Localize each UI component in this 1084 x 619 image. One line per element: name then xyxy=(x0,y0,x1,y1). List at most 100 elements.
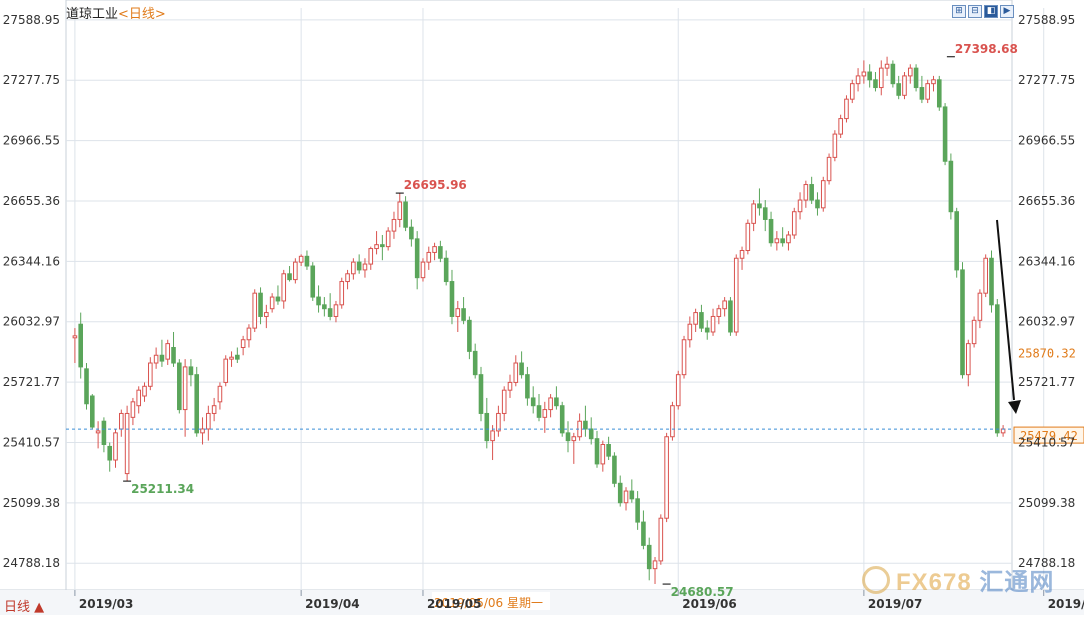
y-tick-label-right: 25410.57 xyxy=(1018,435,1075,449)
candle xyxy=(84,363,89,410)
candle xyxy=(374,231,379,255)
candle-body xyxy=(235,354,240,360)
candle xyxy=(287,266,292,282)
candle xyxy=(171,331,176,367)
candle-body xyxy=(525,374,530,399)
crosshair-price-box xyxy=(1013,426,1084,444)
y-tick-label-right: 25721.77 xyxy=(1018,375,1075,389)
candle xyxy=(774,231,780,251)
candle xyxy=(913,64,919,92)
candle-body xyxy=(414,238,420,279)
candle-body xyxy=(954,211,959,271)
candle xyxy=(101,417,107,453)
candle-body xyxy=(902,75,907,96)
candle xyxy=(148,357,153,391)
candle xyxy=(130,397,136,426)
candle xyxy=(797,192,803,220)
candle-body xyxy=(327,308,333,317)
candle xyxy=(107,442,113,472)
candle xyxy=(397,193,403,228)
candle-body xyxy=(211,405,217,414)
candle-body xyxy=(426,251,432,263)
candle-body xyxy=(130,401,136,418)
candle xyxy=(658,514,664,565)
candle xyxy=(936,75,942,111)
candle-body xyxy=(252,292,258,329)
y-tick-label-right: 27277.75 xyxy=(1018,73,1075,87)
candle-body xyxy=(890,63,896,85)
candle xyxy=(664,432,669,523)
candle-body xyxy=(182,366,188,411)
candle xyxy=(652,557,658,584)
y-tick-label-left: 27588.95 xyxy=(3,13,60,27)
watermark: FX678 汇通网 xyxy=(862,562,1054,597)
candle xyxy=(159,339,165,367)
candle xyxy=(385,227,391,251)
instrument-name: 道琼工业 xyxy=(66,7,119,22)
candle-body xyxy=(78,323,84,368)
candle xyxy=(681,335,687,379)
candle xyxy=(345,269,350,290)
candle-body xyxy=(148,362,153,387)
candle-body xyxy=(443,257,449,283)
candle-body xyxy=(780,238,785,244)
candle-body xyxy=(664,436,669,519)
candle xyxy=(124,405,130,482)
candle xyxy=(206,405,211,441)
candle-body xyxy=(519,362,524,376)
candle xyxy=(884,56,890,76)
candle-body xyxy=(240,339,246,348)
candle xyxy=(1000,425,1006,437)
candle xyxy=(977,289,983,329)
candle-body xyxy=(472,350,478,376)
candle-body xyxy=(536,405,542,418)
candle xyxy=(600,440,606,472)
candle-body xyxy=(258,292,263,317)
candle xyxy=(467,316,472,360)
axis-layer: 27588.95 27588.95 27277.75 27277.75 26966.55… xyxy=(3,13,1084,611)
y-tick-label-left: 26344.16 xyxy=(3,254,60,268)
y-tick-label-left: 26032.97 xyxy=(3,315,60,329)
candle xyxy=(327,293,333,321)
candle xyxy=(438,240,443,263)
price-marker-label: 25870.32 xyxy=(1018,346,1076,360)
candle-body xyxy=(809,184,814,201)
candle xyxy=(861,60,867,84)
y-tick-label-right: 27588.95 xyxy=(1018,13,1075,27)
candle-body xyxy=(606,444,611,457)
candle-body xyxy=(670,405,675,438)
candle xyxy=(217,382,223,410)
y-tick-label-left: 25410.57 xyxy=(3,435,60,449)
chart-title: 道琼工业<日线> xyxy=(66,3,166,22)
candle-body xyxy=(542,409,548,418)
candle-body xyxy=(942,106,948,162)
candle-body xyxy=(362,263,368,271)
period-selector-button[interactable]: 日线 ▲ xyxy=(4,600,45,615)
candle xyxy=(612,452,617,488)
candle xyxy=(716,304,722,325)
candle-body xyxy=(171,347,176,364)
candle xyxy=(954,207,959,278)
candle xyxy=(873,72,878,92)
candle xyxy=(322,297,327,317)
candle xyxy=(229,351,234,367)
play-forward-icon[interactable]: ▶ xyxy=(1000,5,1014,18)
candle xyxy=(293,258,298,284)
candle xyxy=(559,401,565,437)
candle-body xyxy=(600,444,606,465)
candle-body xyxy=(345,273,350,283)
candle-body xyxy=(206,412,211,430)
zoom-in-icon[interactable]: ⊞ xyxy=(952,5,966,18)
candle xyxy=(815,192,820,216)
zoom-out-icon[interactable]: ⊟ xyxy=(968,5,982,18)
candle xyxy=(177,359,182,414)
candle-body xyxy=(490,430,495,442)
annotation-layer: 25211.3426695.9624680.5727398.6825440.39… xyxy=(66,42,1084,610)
candle xyxy=(333,300,339,323)
play-back-icon[interactable]: ◧ xyxy=(984,5,998,18)
x-tick-label: 2019/04 xyxy=(305,597,359,611)
candle-body xyxy=(948,160,954,213)
candle xyxy=(194,366,200,437)
